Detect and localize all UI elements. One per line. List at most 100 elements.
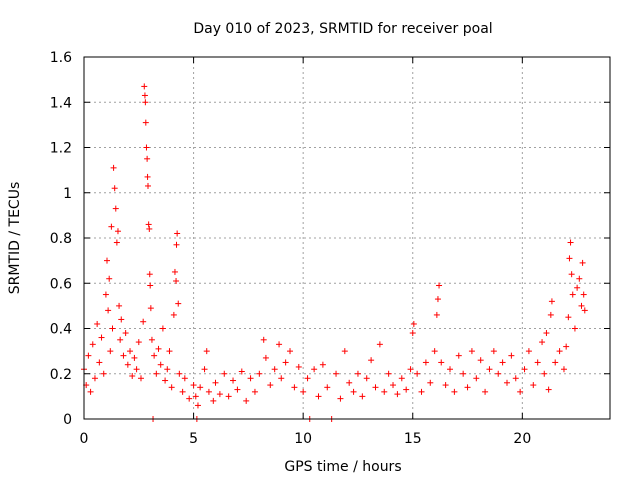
data-point: [146, 271, 153, 278]
data-point: [565, 314, 572, 321]
data-point: [477, 357, 484, 364]
data-point: [201, 366, 208, 373]
data-point: [341, 348, 348, 355]
data-point: [212, 379, 219, 386]
data-point: [368, 357, 375, 364]
data-point: [176, 370, 183, 377]
data-point: [117, 336, 124, 343]
data-point: [127, 348, 134, 355]
data-point: [267, 382, 274, 389]
data-point: [512, 375, 519, 382]
data-point: [552, 359, 559, 366]
data-point: [120, 352, 127, 359]
data-point: [203, 348, 210, 355]
data-point: [234, 386, 241, 393]
data-point: [324, 384, 331, 391]
data-point: [315, 393, 322, 400]
data-point: [407, 366, 414, 373]
data-point: [319, 361, 326, 368]
data-point: [490, 348, 497, 355]
data-point: [112, 205, 119, 212]
data-point: [363, 375, 370, 382]
data-point: [147, 305, 154, 312]
data-point: [131, 354, 138, 361]
y-axis-title: SRMTID / TECUs: [7, 182, 23, 295]
data-point: [282, 359, 289, 366]
data-point: [141, 92, 148, 99]
x-tick-label: 0: [80, 431, 89, 447]
data-point: [581, 307, 588, 314]
data-point: [333, 370, 340, 377]
data-point: [104, 257, 111, 264]
data-point: [438, 359, 445, 366]
data-point: [190, 382, 197, 389]
data-point: [390, 382, 397, 389]
data-point: [221, 370, 228, 377]
data-point: [539, 339, 546, 346]
data-point: [238, 368, 245, 375]
data-point: [153, 370, 160, 377]
data-point: [173, 277, 180, 284]
data-point: [409, 330, 416, 337]
x-tick-label: 10: [294, 431, 312, 447]
data-point: [110, 164, 117, 171]
x-tick-label: 20: [513, 431, 531, 447]
data-point: [142, 99, 149, 106]
data-point: [164, 366, 171, 373]
data-point: [216, 391, 223, 398]
data-point: [144, 182, 151, 189]
data-point: [376, 341, 383, 348]
y-tick-label: 0.8: [50, 231, 72, 247]
data-point: [194, 402, 201, 409]
data-point: [135, 339, 142, 346]
data-point: [579, 259, 586, 266]
data-point: [547, 311, 554, 318]
x-axis: 0 5 10 15 20: [80, 57, 531, 447]
data-point: [100, 370, 107, 377]
data-point: [89, 341, 96, 348]
data-point: [574, 284, 581, 291]
data-point: [108, 223, 115, 230]
data-point: [422, 359, 429, 366]
data-point: [530, 382, 537, 389]
data-point: [205, 388, 212, 395]
data-point: [210, 397, 217, 404]
data-point: [560, 366, 567, 373]
data-point: [124, 361, 131, 368]
data-point: [142, 119, 149, 126]
data-point: [133, 366, 140, 373]
data-point: [482, 388, 489, 395]
data-point: [251, 388, 258, 395]
data-point: [243, 397, 250, 404]
data-point: [96, 359, 103, 366]
x-tick-label: 15: [404, 431, 422, 447]
data-point: [427, 379, 434, 386]
data-point: [85, 352, 92, 359]
data-point: [111, 185, 118, 192]
data-point: [568, 271, 575, 278]
data-point: [144, 155, 151, 162]
data-point: [350, 388, 357, 395]
data-point: [556, 348, 563, 355]
data-point: [175, 300, 182, 307]
data-point: [418, 388, 425, 395]
data-point: [473, 375, 480, 382]
data-point: [137, 375, 144, 382]
data-point: [337, 395, 344, 402]
data-point: [566, 255, 573, 262]
y-tick-label: 1.2: [50, 141, 72, 157]
data-point: [543, 330, 550, 337]
data-point: [109, 325, 116, 332]
data-point: [87, 388, 94, 395]
data-point: [431, 348, 438, 355]
data-point: [287, 348, 294, 355]
data-point: [517, 388, 524, 395]
grid: [84, 57, 610, 419]
data-point: [410, 320, 417, 327]
data-point: [346, 379, 353, 386]
data-point: [381, 388, 388, 395]
data-point: [147, 282, 154, 289]
data-point: [525, 348, 532, 355]
data-point: [118, 316, 125, 323]
